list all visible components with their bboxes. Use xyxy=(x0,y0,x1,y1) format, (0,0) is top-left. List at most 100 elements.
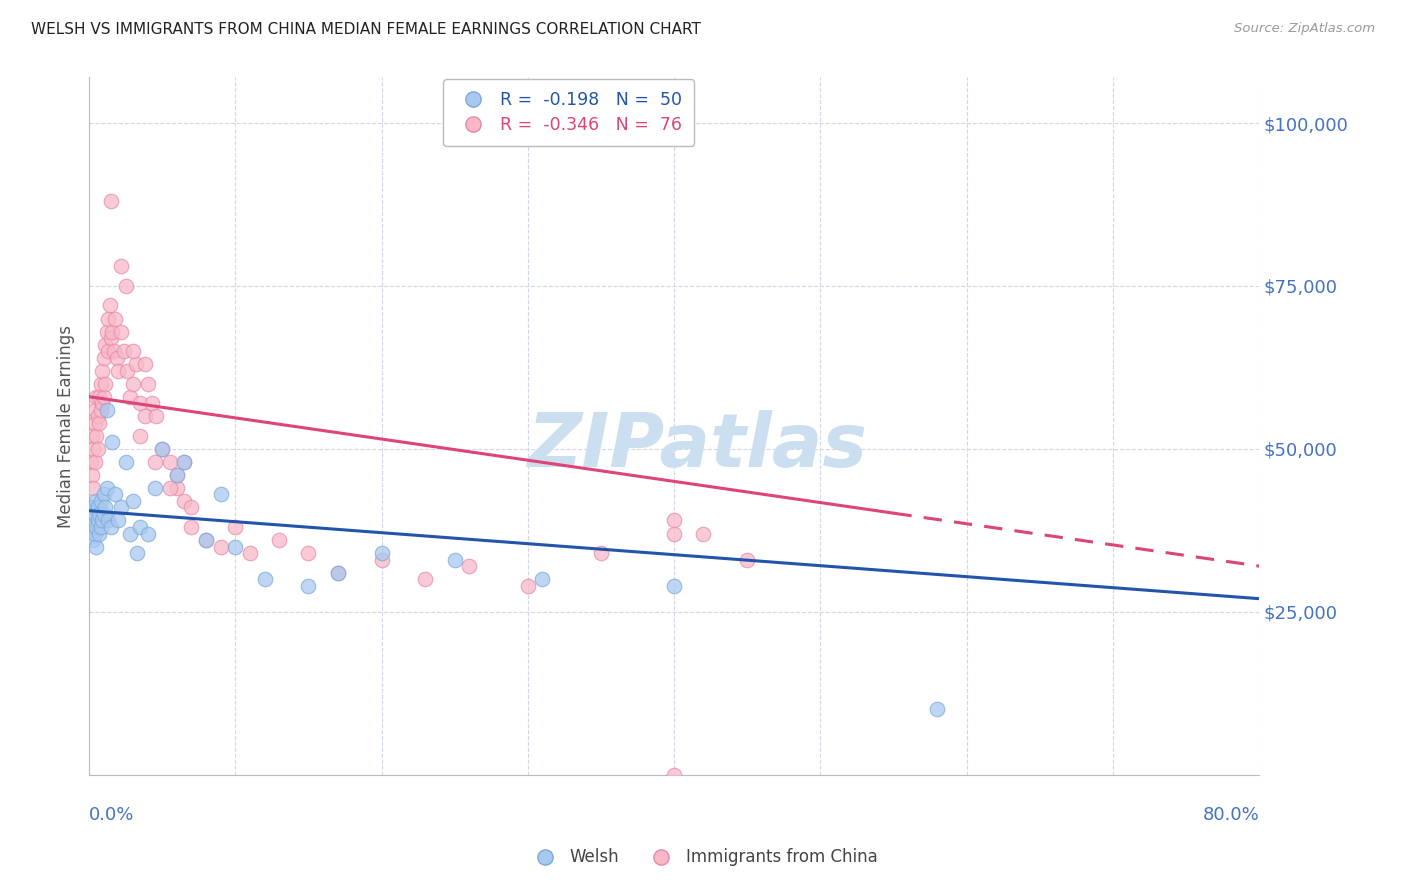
Point xyxy=(415,572,437,586)
Point xyxy=(90,376,112,391)
Point xyxy=(118,526,141,541)
Point xyxy=(159,455,181,469)
Point xyxy=(87,409,110,424)
Point xyxy=(93,351,115,365)
Text: WELSH VS IMMIGRANTS FROM CHINA MEDIAN FEMALE EARNINGS CORRELATION CHART: WELSH VS IMMIGRANTS FROM CHINA MEDIAN FE… xyxy=(31,22,700,37)
Text: 80.0%: 80.0% xyxy=(1202,806,1260,824)
Point xyxy=(84,507,107,521)
Point xyxy=(98,298,121,312)
Point xyxy=(224,520,246,534)
Point xyxy=(122,376,145,391)
Legend: Welsh, Immigrants from China: Welsh, Immigrants from China xyxy=(520,840,886,875)
Point xyxy=(115,364,138,378)
Point xyxy=(166,467,188,482)
Point xyxy=(87,442,110,456)
Point xyxy=(458,559,481,574)
Y-axis label: Median Female Earnings: Median Female Earnings xyxy=(58,325,75,527)
Point xyxy=(79,455,101,469)
Point xyxy=(662,579,685,593)
Point xyxy=(84,526,107,541)
Point xyxy=(516,579,538,593)
Point xyxy=(100,194,122,209)
Point xyxy=(125,357,148,371)
Point xyxy=(90,520,112,534)
Point xyxy=(136,526,159,541)
Point xyxy=(143,481,166,495)
Point xyxy=(173,494,195,508)
Point xyxy=(82,481,104,495)
Point xyxy=(80,520,103,534)
Point xyxy=(370,552,392,566)
Point xyxy=(735,552,758,566)
Point xyxy=(84,402,107,417)
Point xyxy=(122,494,145,508)
Point xyxy=(84,416,107,430)
Point xyxy=(129,396,152,410)
Point xyxy=(224,540,246,554)
Point xyxy=(166,467,188,482)
Point xyxy=(531,572,554,586)
Point xyxy=(105,351,128,365)
Point xyxy=(129,429,152,443)
Point xyxy=(173,455,195,469)
Point xyxy=(209,540,232,554)
Text: ZIPatlas: ZIPatlas xyxy=(527,410,868,483)
Point xyxy=(96,325,118,339)
Point xyxy=(86,494,108,508)
Point xyxy=(101,435,124,450)
Point xyxy=(100,331,122,345)
Text: Source: ZipAtlas.com: Source: ZipAtlas.com xyxy=(1234,22,1375,36)
Point xyxy=(112,344,135,359)
Point xyxy=(297,579,319,593)
Text: 0.0%: 0.0% xyxy=(89,806,135,824)
Point xyxy=(118,390,141,404)
Point xyxy=(80,429,103,443)
Point xyxy=(180,520,202,534)
Point xyxy=(239,546,262,560)
Point xyxy=(89,507,111,521)
Point xyxy=(589,546,612,560)
Point xyxy=(195,533,218,547)
Point xyxy=(79,500,101,515)
Point xyxy=(90,494,112,508)
Point xyxy=(662,526,685,541)
Point xyxy=(370,546,392,560)
Point xyxy=(143,455,166,469)
Point xyxy=(173,455,195,469)
Point xyxy=(122,344,145,359)
Point xyxy=(91,364,114,378)
Point xyxy=(84,455,107,469)
Point xyxy=(110,500,132,515)
Point xyxy=(93,390,115,404)
Point xyxy=(89,416,111,430)
Point xyxy=(159,481,181,495)
Point xyxy=(141,396,163,410)
Point xyxy=(87,513,110,527)
Point xyxy=(104,487,127,501)
Point xyxy=(80,507,103,521)
Point xyxy=(82,442,104,456)
Point xyxy=(166,481,188,495)
Point xyxy=(326,566,349,580)
Point xyxy=(100,520,122,534)
Point xyxy=(107,513,129,527)
Point xyxy=(87,500,110,515)
Point xyxy=(82,500,104,515)
Point xyxy=(145,409,167,424)
Point xyxy=(86,520,108,534)
Point xyxy=(97,311,120,326)
Point xyxy=(114,279,136,293)
Point xyxy=(110,260,132,274)
Point xyxy=(94,376,117,391)
Point xyxy=(150,442,173,456)
Point xyxy=(97,344,120,359)
Point xyxy=(86,429,108,443)
Point xyxy=(136,376,159,391)
Point xyxy=(150,442,173,456)
Point xyxy=(89,390,111,404)
Point xyxy=(86,390,108,404)
Point xyxy=(662,767,685,781)
Point xyxy=(80,467,103,482)
Point xyxy=(96,402,118,417)
Point xyxy=(82,533,104,547)
